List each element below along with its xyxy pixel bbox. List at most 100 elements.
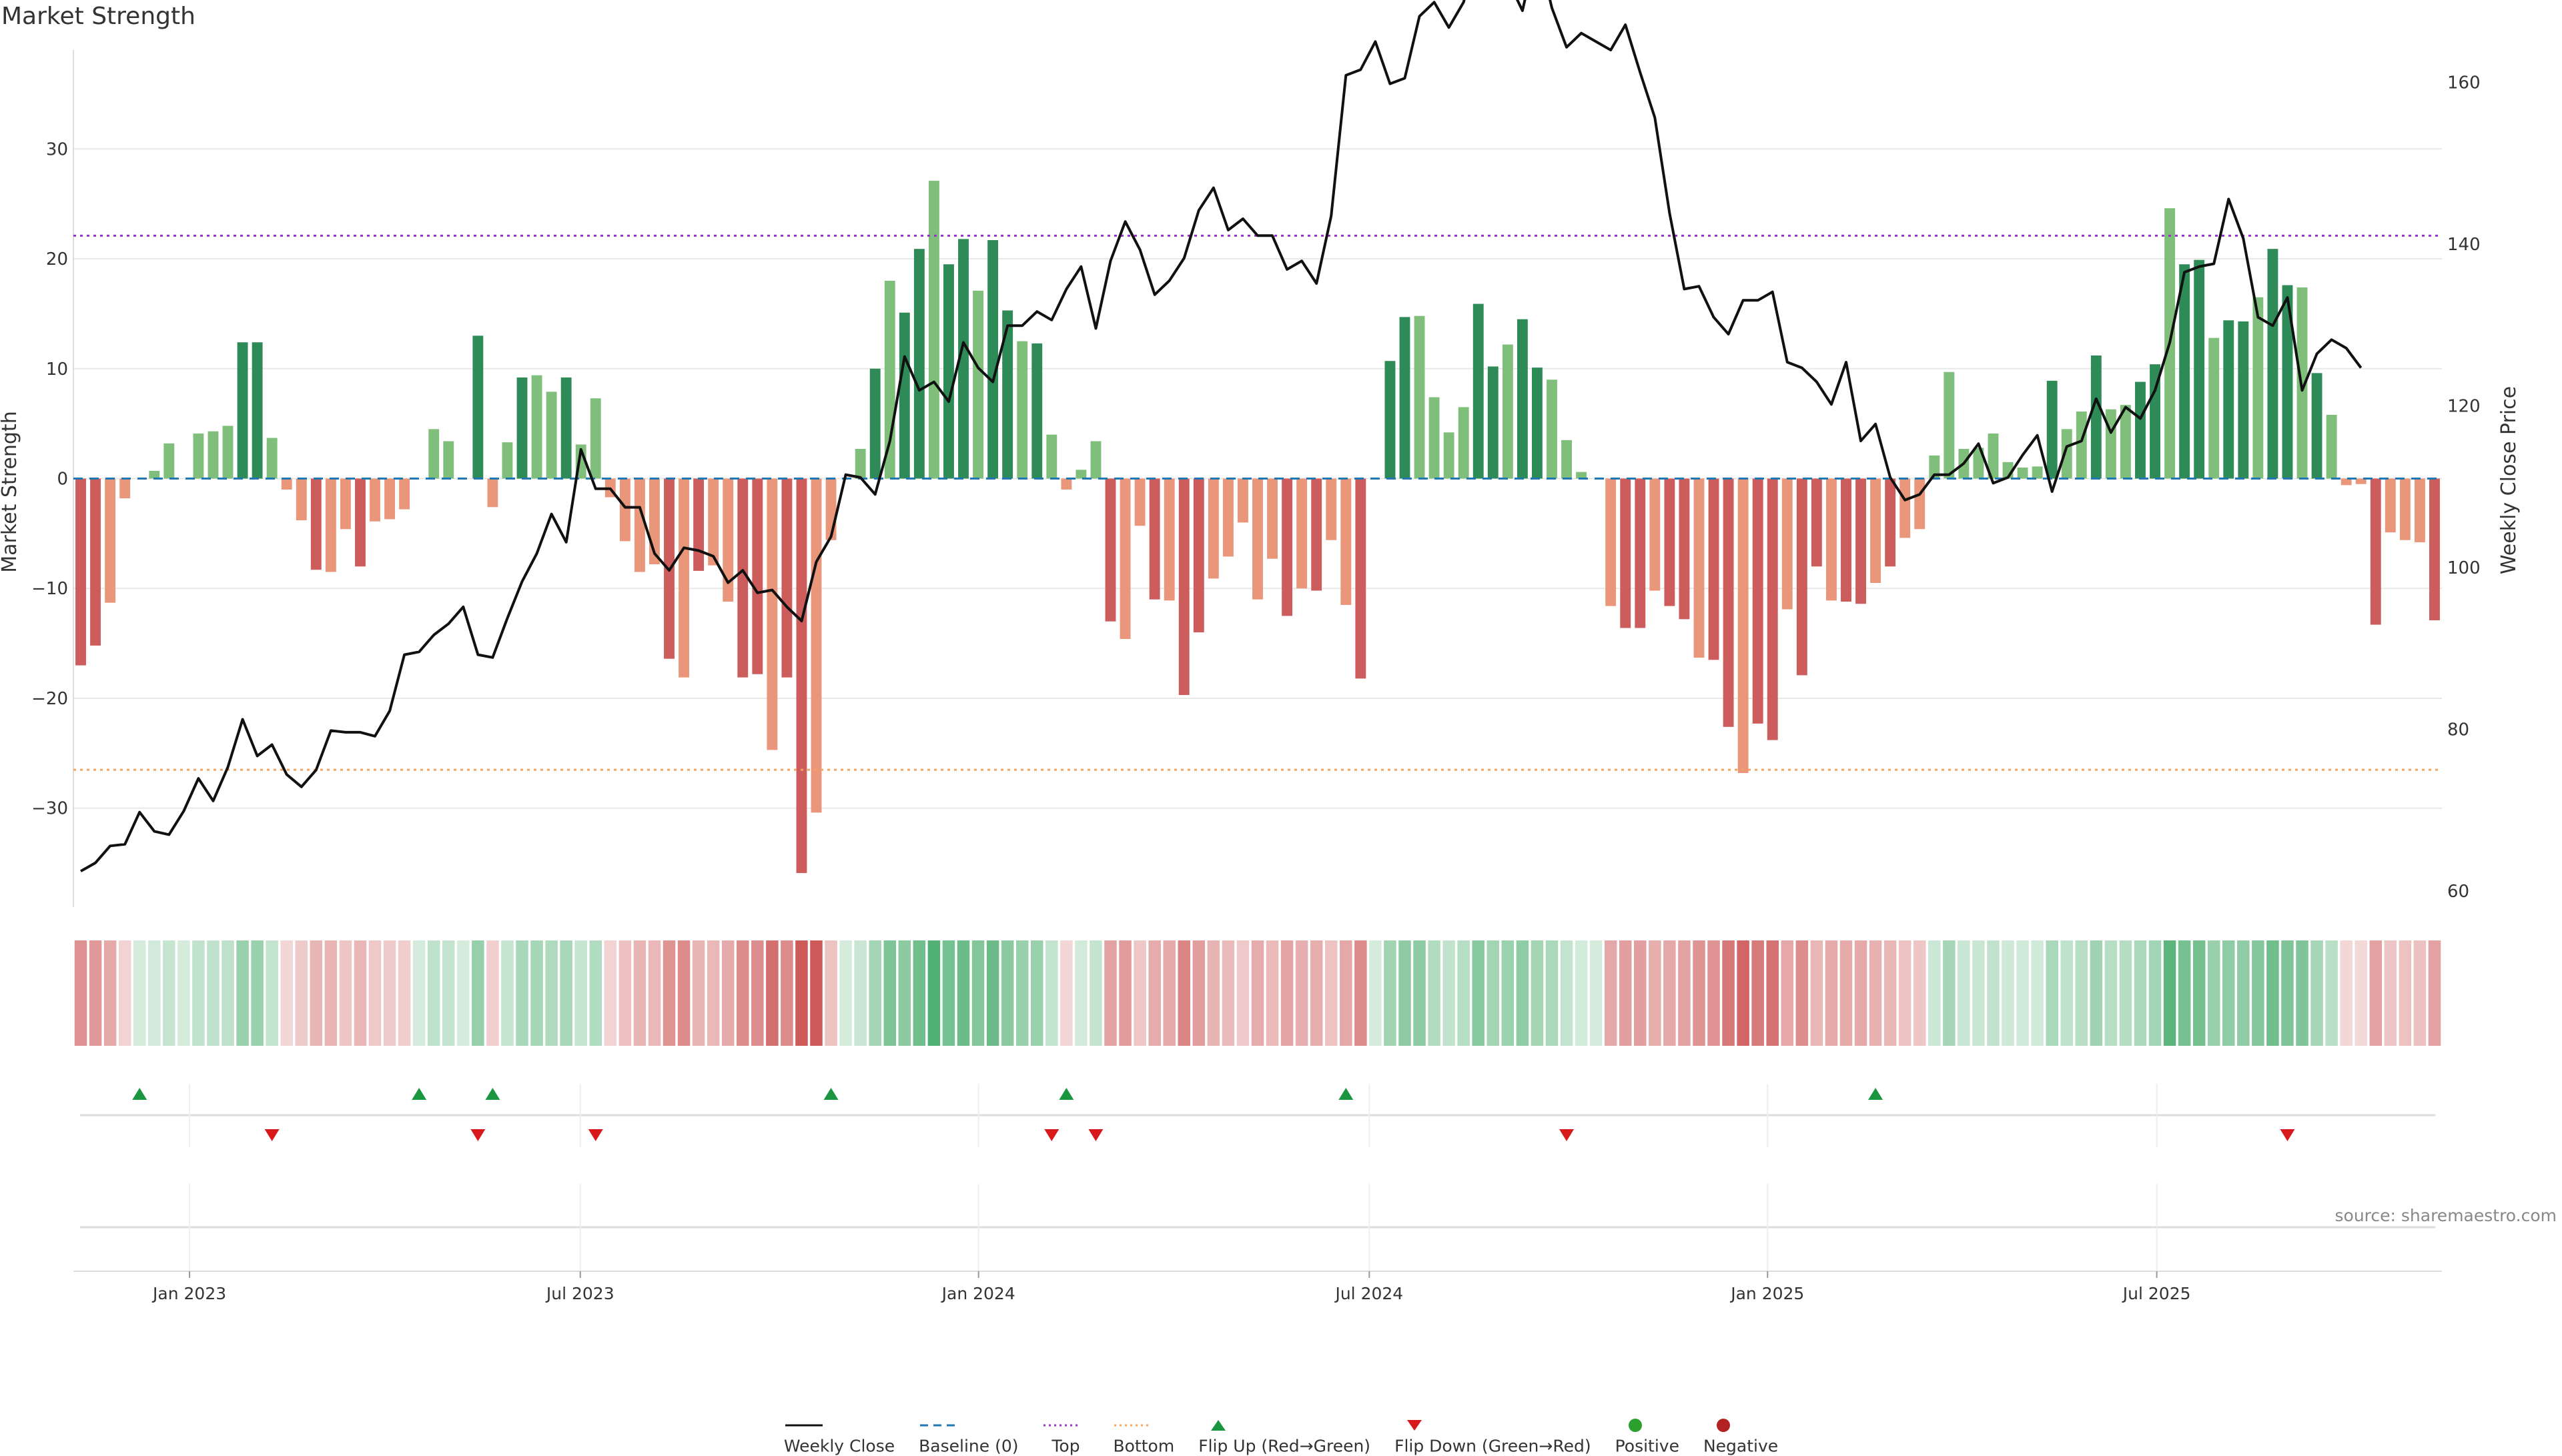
sentiment-cell: [427, 940, 440, 1046]
right-axis-title: Weekly Close Price: [2497, 386, 2521, 574]
x-tick-label: Jan 2023: [151, 1284, 226, 1303]
sentiment-cell: [737, 940, 749, 1046]
sentiment-cell: [1825, 940, 1838, 1046]
strength-bar: [1841, 478, 1851, 602]
sentiment-cell: [545, 940, 558, 1046]
strength-bar: [2282, 285, 2293, 479]
sentiment-cell: [148, 940, 161, 1046]
strength-bar: [1061, 478, 1072, 490]
flip-down-marker: [1088, 1129, 1104, 1141]
strength-bar: [1988, 433, 1999, 479]
strength-bar: [1017, 341, 1028, 479]
strength-bar: [2340, 478, 2352, 486]
sentiment-cell: [2134, 940, 2147, 1046]
strength-bar: [1443, 432, 1454, 479]
sentiment-cell: [1663, 940, 1676, 1046]
legend-label: Baseline (0): [919, 1436, 1019, 1456]
strength-bar: [928, 181, 939, 479]
strength-bar: [1282, 478, 1293, 616]
sentiment-cell: [898, 940, 911, 1046]
strength-bar: [296, 478, 307, 521]
sentiment-cell: [1119, 940, 1132, 1046]
strength-bar: [693, 478, 705, 571]
sentiment-cell: [1324, 940, 1338, 1046]
flip-up-marker: [1868, 1088, 1883, 1100]
legend-item-baseline: Baseline (0): [919, 1415, 1018, 1456]
legend-swatch-bottom: [1114, 1424, 1152, 1427]
sentiment-cell: [1251, 940, 1264, 1046]
sentiment-cell: [1060, 940, 1073, 1046]
flip-down-marker: [264, 1129, 280, 1141]
strength-bar: [281, 478, 292, 490]
left-tick-label: 10: [46, 359, 68, 380]
sentiment-cell: [398, 940, 411, 1046]
sentiment-cell: [1839, 940, 1853, 1046]
right-tick-label: 100: [2447, 558, 2481, 578]
strength-bar: [1929, 455, 1940, 479]
left-axis-title: Market Strength: [0, 411, 21, 572]
strength-bar: [2326, 414, 2337, 479]
sentiment-cell: [2207, 940, 2220, 1046]
strength-bar: [1149, 478, 1160, 600]
sentiment-cell: [1457, 940, 1470, 1046]
strength-bar: [2414, 478, 2425, 543]
sentiment-cell: [1516, 940, 1529, 1046]
strength-bar: [1399, 317, 1410, 479]
strength-bar: [516, 377, 528, 479]
strength-bar: [1296, 478, 1308, 589]
sentiment-cell: [1192, 940, 1206, 1046]
strength-bar: [1120, 478, 1131, 640]
strength-bar: [723, 478, 734, 602]
strength-bar: [2208, 337, 2220, 479]
sentiment-cell: [2119, 940, 2132, 1046]
weekly-close-line: [80, 0, 2363, 872]
strength-bar: [2399, 478, 2411, 540]
sentiment-cell: [310, 940, 323, 1046]
strength-bar: [2135, 382, 2146, 479]
sentiment-cell: [618, 940, 632, 1046]
strength-bar: [90, 478, 101, 646]
strength-bar: [2076, 412, 2087, 479]
sentiment-cell: [560, 940, 572, 1046]
strength-bar: [1914, 478, 1926, 530]
sentiment-cell: [781, 940, 793, 1046]
sentiment-cell: [1486, 940, 1500, 1046]
strength-bar: [2046, 380, 2058, 479]
legend-swatch-shape: [1407, 1420, 1422, 1431]
left-tick-label: 0: [57, 470, 68, 490]
sentiment-cell: [1266, 940, 1279, 1046]
sentiment-cell: [1751, 940, 1764, 1046]
strength-bar: [2061, 429, 2072, 479]
strength-bar: [1649, 478, 1661, 591]
sentiment-cell: [530, 940, 543, 1046]
strength-bar: [1355, 478, 1366, 679]
sentiment-cell: [207, 940, 220, 1046]
x-tick-label: Jan 2025: [1729, 1284, 1804, 1303]
legend-swatch-shape: [1211, 1420, 1226, 1431]
strength-bar: [2267, 249, 2278, 479]
sentiment-cell: [1575, 940, 1588, 1046]
flip-down-marker: [2280, 1129, 2295, 1141]
strength-bar: [1737, 478, 1749, 774]
legend-item-positive: Positive: [1615, 1415, 1679, 1456]
legend-label: Top: [1051, 1436, 1080, 1456]
strength-bar: [1164, 478, 1175, 601]
strength-bar: [1340, 478, 1352, 605]
sentiment-cell: [1428, 940, 1440, 1046]
legend-item-flip_down: Flip Down (Green→Red): [1394, 1415, 1591, 1456]
strength-bar: [149, 470, 160, 479]
sentiment-cell: [324, 940, 338, 1046]
chart-title: Market Strength: [1, 3, 195, 30]
strength-bar: [310, 478, 322, 570]
sentiment-cell: [1295, 940, 1308, 1046]
sentiment-cell: [1589, 940, 1603, 1046]
sentiment-cell: [2222, 940, 2235, 1046]
strength-bar: [913, 249, 925, 479]
legend-swatch-top: [1043, 1424, 1082, 1427]
strength-bar: [634, 478, 645, 572]
strength-bar: [1090, 441, 1102, 479]
strength-bar: [899, 312, 910, 479]
sentiment-cell: [1472, 940, 1485, 1046]
strength-bar: [560, 377, 572, 479]
